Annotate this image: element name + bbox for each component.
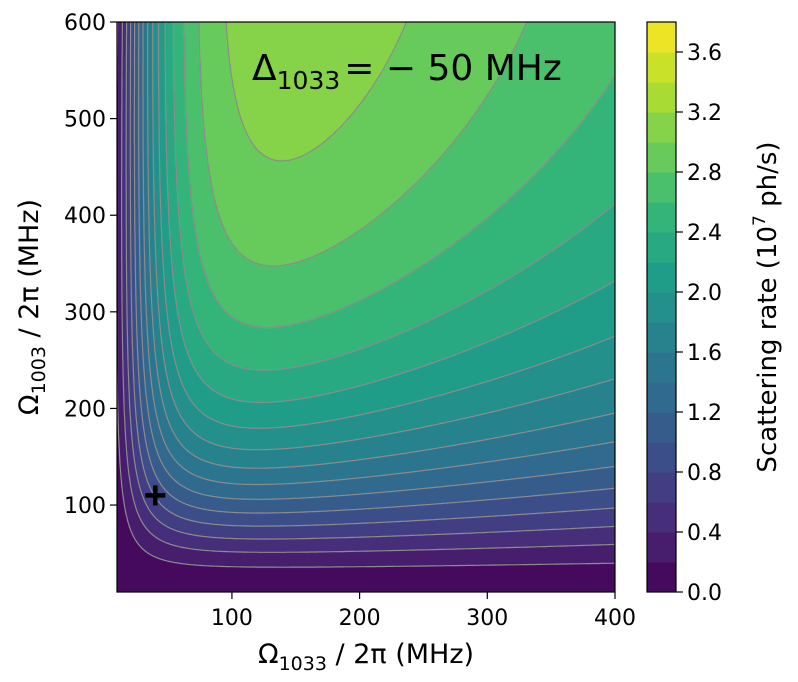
plot-area xyxy=(116,21,616,593)
contour-line-2.8 xyxy=(198,22,528,267)
y-title-rest: / 2π (MHz) xyxy=(14,199,45,346)
contour-line-0.6 xyxy=(125,22,615,540)
colorbar-band xyxy=(647,382,676,413)
x-title-symbol: Ω xyxy=(258,639,279,670)
colorbar-band xyxy=(647,472,676,503)
x-tick-label: 200 xyxy=(339,606,381,631)
colorbar-band xyxy=(647,292,676,323)
colorbar-band xyxy=(647,202,676,233)
x-axis-title: Ω1033 / 2π (MHz) xyxy=(258,639,474,675)
colorbar-band xyxy=(647,172,676,203)
colorbar-tick-label: 2.8 xyxy=(687,161,722,186)
colorbar-bands xyxy=(647,22,676,592)
colorbar-tick-label: 1.6 xyxy=(687,341,722,366)
y-axis-title: Ω1003 / 2π (MHz) xyxy=(14,199,50,415)
colorbar: 0.0 0.4 0.8 1.2 1.6 2.0 2.4 2.8 3.2 3.6 Scatterin… xyxy=(646,21,783,606)
contour-line-1.8 xyxy=(152,22,615,451)
colorbar-band xyxy=(647,352,676,383)
annotation-symbol: Δ xyxy=(252,48,277,89)
contour-line-1.6 xyxy=(147,22,615,469)
colorbar-ticks: 0.0 0.4 0.8 1.2 1.6 2.0 2.4 2.8 3.2 3.6 xyxy=(676,41,722,606)
colorbar-band xyxy=(647,562,676,592)
x-axis-ticks: 100 200 300 400 xyxy=(211,592,636,631)
contour-line-2.4 xyxy=(172,22,615,371)
y-tick-label: 600 xyxy=(64,11,106,36)
contour-lines xyxy=(117,22,615,568)
contour-line-2.0 xyxy=(157,22,615,429)
colorbar-band xyxy=(647,112,676,143)
colorbar-tick-label: 0.0 xyxy=(687,581,722,606)
colorbar-title-suffix: ph/s) xyxy=(753,141,783,215)
colorbar-band xyxy=(647,142,676,173)
colorbar-title-prefix: Scattering rate (10 xyxy=(753,226,783,473)
colorbar-band xyxy=(647,22,676,53)
colorbar-frame xyxy=(646,21,677,593)
contour-line-0.4 xyxy=(121,22,615,553)
plot-frame xyxy=(116,21,616,593)
marker-plus xyxy=(145,485,166,506)
colorbar-tick-label: 3.6 xyxy=(687,41,722,66)
colorbar-band xyxy=(647,502,676,533)
colorbar-band xyxy=(647,442,676,473)
x-title-subscript: 1033 xyxy=(279,653,327,675)
colorbar-tick-label: 1.2 xyxy=(687,401,722,426)
y-tick-label: 400 xyxy=(64,204,106,229)
colorbar-tick-label: 3.2 xyxy=(687,101,722,126)
y-axis-ticks: 100 200 300 400 500 600 xyxy=(64,11,117,519)
colorbar-tick-label: 2.4 xyxy=(687,221,722,246)
detuning-annotation: Δ1033 = − 50 MHz xyxy=(252,48,562,95)
contour-line-2.2 xyxy=(164,22,615,403)
contour-line-2.6 xyxy=(183,22,615,328)
x-tick-label: 400 xyxy=(594,606,636,631)
x-title-rest: / 2π (MHz) xyxy=(327,639,474,670)
contour-line-1.4 xyxy=(142,22,615,486)
colorbar-band xyxy=(647,262,676,293)
colorbar-title-sup: 7 xyxy=(750,215,770,226)
colorbar-tick-label: 0.8 xyxy=(687,461,722,486)
y-tick-label: 300 xyxy=(64,301,106,326)
y-tick-label: 100 xyxy=(64,494,106,519)
x-tick-label: 300 xyxy=(466,606,508,631)
scattering-rate-heatmap xyxy=(117,22,615,592)
colorbar-tick-label: 2.0 xyxy=(687,281,722,306)
colorbar-band xyxy=(647,322,676,353)
y-title-subscript: 1003 xyxy=(28,346,50,394)
annotation-value: = − 50 MHz xyxy=(344,48,562,89)
y-title-symbol: Ω xyxy=(14,394,45,415)
contour-line-0.8 xyxy=(129,22,615,527)
colorbar-band xyxy=(647,82,676,113)
colorbar-tick-label: 0.4 xyxy=(687,521,722,546)
colorbar-band xyxy=(647,412,676,443)
contour-line-1.2 xyxy=(138,22,615,500)
contour-line-1.0 xyxy=(133,22,615,514)
annotation-subscript: 1033 xyxy=(277,66,341,95)
colorbar-band xyxy=(647,52,676,83)
y-tick-label: 500 xyxy=(64,108,106,133)
colorbar-band xyxy=(647,532,676,563)
colorbar-band xyxy=(647,232,676,263)
contour-line-3.0 xyxy=(225,22,407,162)
y-tick-label: 200 xyxy=(64,397,106,422)
x-tick-label: 100 xyxy=(211,606,253,631)
colorbar-title: Scattering rate (107 ph/s) xyxy=(750,141,783,472)
optimum-marker xyxy=(145,485,166,506)
